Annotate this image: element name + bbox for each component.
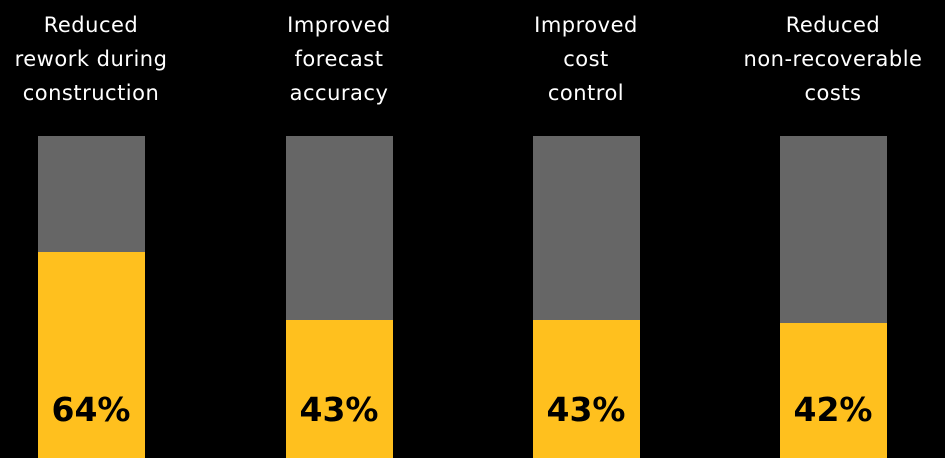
bar: 43% bbox=[285, 136, 393, 458]
category-label: Reduced rework during construction bbox=[14, 13, 168, 105]
bar-fill bbox=[779, 322, 887, 458]
category-label: Reduced non-recoverable costs bbox=[743, 13, 923, 105]
bar-fill bbox=[37, 251, 145, 458]
bar-value-label: 64% bbox=[51, 390, 131, 429]
bar: 43% bbox=[532, 136, 640, 458]
bar-value-label: 43% bbox=[546, 390, 626, 429]
bar-fill bbox=[532, 319, 640, 458]
bar: 64% bbox=[37, 136, 145, 458]
bar: 42% bbox=[779, 136, 887, 458]
bar-value-label: 42% bbox=[793, 390, 873, 429]
category-label: Improved cost control bbox=[534, 13, 638, 105]
category-label: Improved forecast accuracy bbox=[287, 13, 391, 105]
bar-fill bbox=[285, 319, 393, 458]
bar-value-label: 43% bbox=[299, 390, 379, 429]
